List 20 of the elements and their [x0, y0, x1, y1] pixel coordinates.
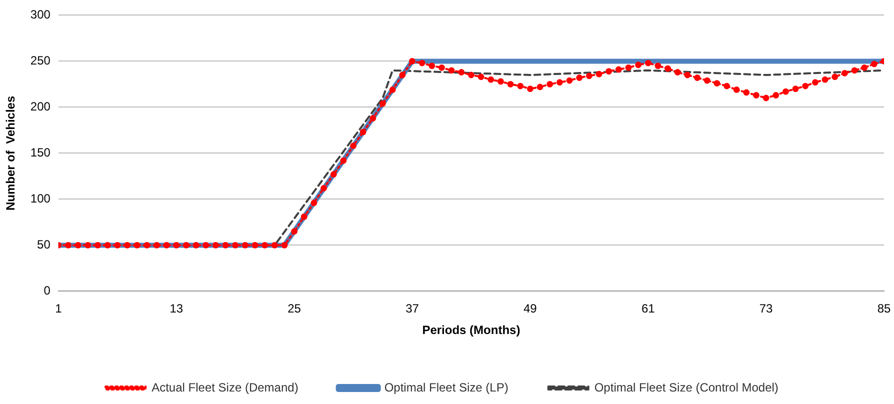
x-tick-label: 85	[877, 302, 891, 316]
x-tick-label: 25	[288, 302, 302, 316]
legend-label: Optimal Fleet Size (LP)	[384, 380, 508, 394]
y-tick-label: 50	[37, 238, 51, 252]
y-tick-label: 250	[30, 54, 51, 68]
y-tick-label: 150	[30, 146, 51, 160]
y-axis-title: Number of Vehicles	[4, 96, 18, 211]
x-tick-label: 1	[55, 302, 62, 316]
y-tick-label: 300	[30, 8, 51, 22]
y-tick-label: 0	[44, 284, 51, 298]
x-axis-title: Periods (Months)	[422, 323, 520, 338]
x-tick-label: 13	[170, 302, 184, 316]
x-tick-label: 73	[759, 302, 774, 316]
legend-label: Optimal Fleet Size (Control Model)	[594, 380, 778, 394]
y-tick-label: 100	[30, 192, 51, 206]
x-tick-label: 61	[641, 302, 656, 316]
x-tick-label: 37	[406, 302, 420, 316]
x-tick-label: 49	[524, 302, 538, 316]
legend-label: Actual Fleet Size (Demand)	[152, 380, 298, 394]
y-tick-label: 200	[30, 100, 51, 114]
